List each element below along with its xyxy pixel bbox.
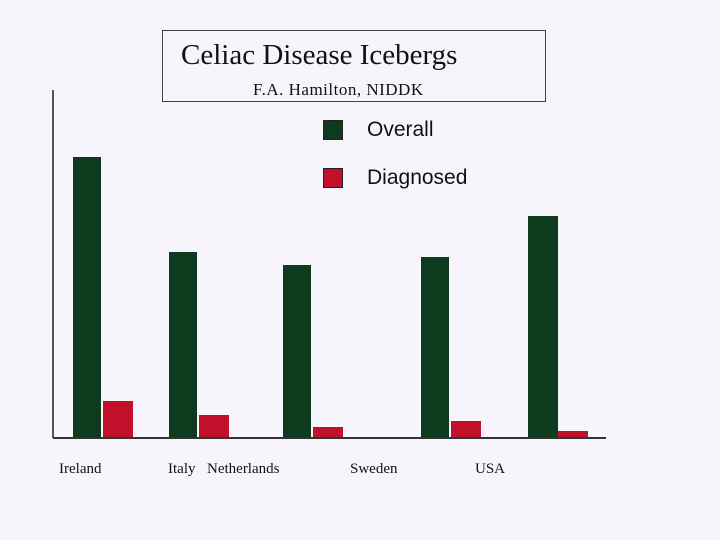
chart-title-box: Celiac Disease Icebergs F.A. Hamilton, N…	[162, 30, 546, 102]
chart-title: Celiac Disease Icebergs	[181, 39, 458, 71]
bar-diagnosed-usa	[558, 431, 588, 437]
bar-diagnosed-italy	[199, 415, 229, 437]
x-tick-label-sweden: Sweden	[350, 461, 398, 477]
chart-subtitle: F.A. Hamilton, NIDDK	[253, 80, 424, 99]
bar-overall-usa	[528, 216, 558, 437]
bar-overall-ireland	[73, 157, 101, 437]
x-tick-label-ireland: Ireland	[59, 461, 102, 477]
legend-label-diagnosed: Diagnosed	[367, 166, 468, 189]
bar-overall-sweden	[421, 257, 449, 437]
x-tick-label-italy: Italy	[168, 461, 196, 477]
bar-diagnosed-sweden	[451, 421, 481, 437]
bar-diagnosed-ireland	[103, 401, 133, 437]
bar-overall-italy	[169, 252, 197, 437]
legend-swatch-overall	[323, 120, 343, 140]
x-tick-label-netherlands: Netherlands	[207, 461, 280, 477]
legend-label-overall: Overall	[367, 118, 434, 141]
legend-swatch-diagnosed	[323, 168, 343, 188]
x-tick-label-usa: USA	[475, 461, 505, 477]
bar-overall-netherlands	[283, 265, 311, 437]
bar-diagnosed-netherlands	[313, 427, 343, 437]
